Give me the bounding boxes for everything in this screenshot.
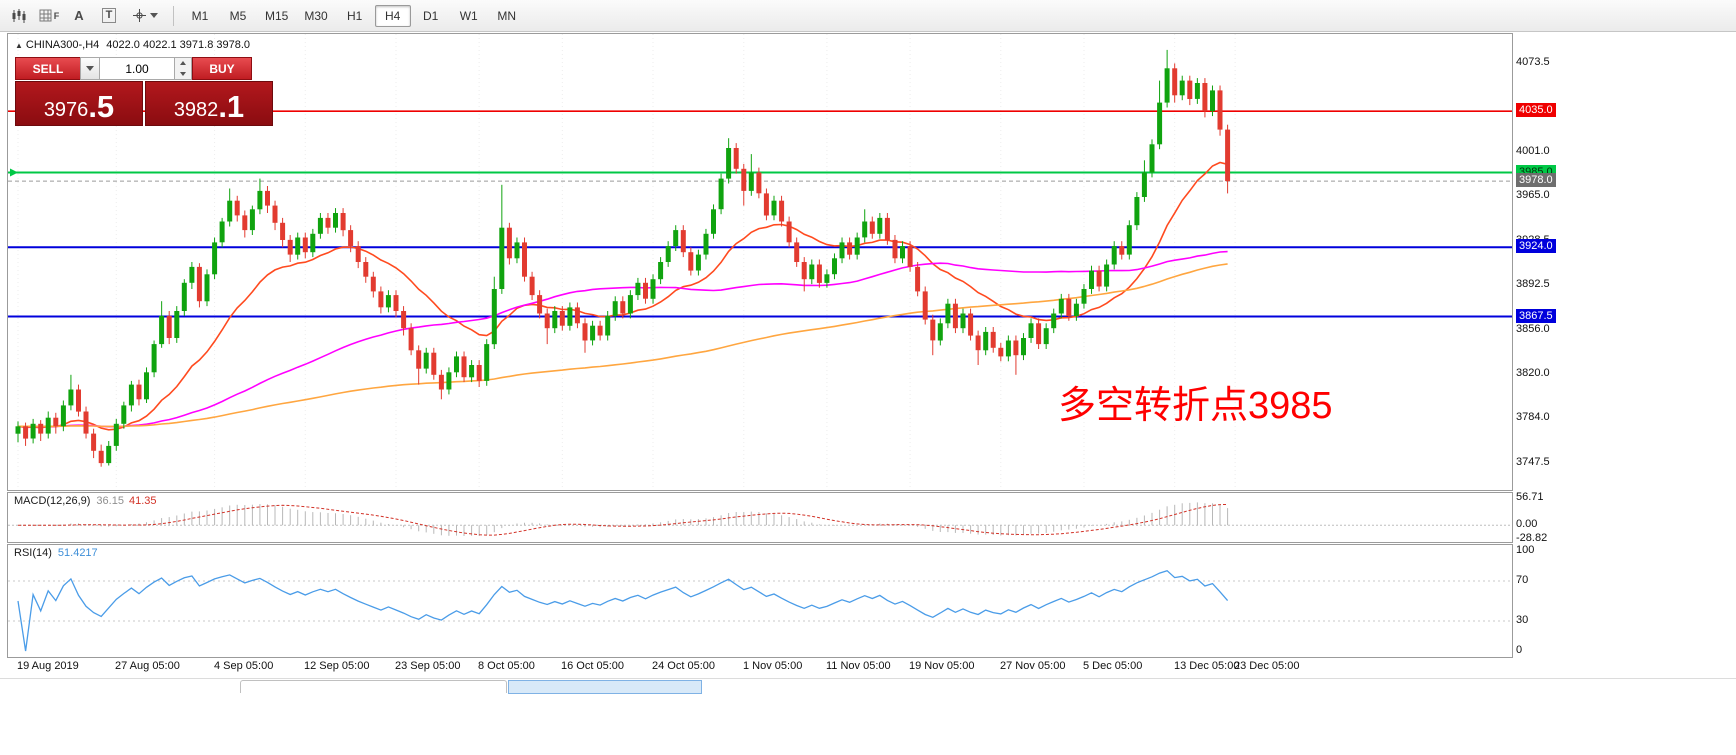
volume-spinner: [175, 57, 192, 80]
price-tick: 3892.5: [1516, 278, 1550, 290]
top-toolbar: F A T M1 M5 M15 M30 H1 H4 D1 W1 MN: [0, 0, 1736, 32]
grid-button[interactable]: F: [35, 3, 63, 29]
price-tick: 4001.0: [1516, 145, 1550, 157]
buy-price-display[interactable]: 3982.1: [145, 81, 273, 126]
font-a-icon: A: [74, 8, 84, 23]
symbol-ohlc: 4022.0 4022.1 3971.8 3978.0: [106, 39, 251, 51]
macd-canvas[interactable]: [8, 493, 1512, 542]
chart-tab[interactable]: [240, 680, 507, 693]
price-tick: 3784.0: [1516, 411, 1550, 423]
symbol-marker-icon: ▲: [15, 41, 23, 50]
chevron-down-icon: [150, 13, 158, 18]
time-label: 11 Nov 05:00: [826, 660, 891, 672]
macd-tick: 56.71: [1516, 491, 1544, 503]
symbol-info-line: ▲ CHINA300-,H4 4022.0 4022.1 3971.8 3978.0: [15, 39, 250, 51]
time-label: 27 Aug 05:00: [115, 660, 180, 672]
crosshair-tool-button[interactable]: [125, 3, 165, 29]
sell-price-pips: .5: [88, 89, 115, 125]
timeframe-mn[interactable]: MN: [497, 8, 517, 23]
font-tool-button[interactable]: A: [65, 3, 93, 29]
price-tick: 3747.5: [1516, 456, 1550, 468]
macd-signal-value: 41.35: [128, 495, 157, 507]
price-badge: 4035.0: [1516, 103, 1556, 117]
timeframe-m1[interactable]: M1: [191, 8, 209, 23]
rsi-title: RSI(14): [14, 547, 52, 559]
time-label: 24 Oct 05:00: [652, 660, 715, 672]
time-label: 1 Nov 05:00: [743, 660, 803, 672]
volume-input[interactable]: [100, 57, 175, 80]
price-tick: 3820.0: [1516, 367, 1550, 379]
rsi-tick: 70: [1516, 574, 1529, 586]
main-chart-panel: ▲ CHINA300-,H4 4022.0 4022.1 3971.8 3978.0…: [7, 33, 1513, 491]
price-badge: 3924.0: [1516, 239, 1556, 253]
buy-button[interactable]: BUY: [192, 57, 252, 80]
timeframe-m5[interactable]: M5: [229, 8, 247, 23]
volume-up-button[interactable]: [175, 58, 191, 69]
price-tick: 3856.0: [1516, 323, 1550, 335]
macd-panel: MACD(12,26,9) 36.15 41.35: [7, 492, 1513, 543]
time-label: 5 Dec 05:00: [1083, 660, 1143, 672]
time-label: 23 Sep 05:00: [395, 660, 461, 672]
price-axis[interactable]: 4073.54001.03965.03928.53892.53856.03820…: [1516, 0, 1606, 700]
time-label: 8 Oct 05:00: [478, 660, 535, 672]
macd-label: MACD(12,26,9) 36.15 41.35: [14, 495, 156, 507]
rsi-tick: 0: [1516, 644, 1523, 656]
macd-main-value: 36.15: [96, 495, 124, 507]
buy-price-main: 3982: [173, 99, 219, 121]
time-label: 16 Oct 05:00: [561, 660, 624, 672]
timeframe-d1[interactable]: D1: [423, 8, 439, 23]
symbol-name: CHINA300-,H4: [25, 39, 100, 51]
volume-down-button[interactable]: [175, 69, 191, 80]
grid-f-label: F: [53, 10, 60, 21]
rsi-label: RSI(14) 51.4217: [14, 547, 98, 559]
buy-price-pips: .1: [218, 89, 245, 125]
timeframe-m15[interactable]: M15: [265, 8, 289, 23]
chart-text-annotation[interactable]: 多空转折点3985: [1058, 385, 1333, 427]
text-t-icon: T: [101, 8, 117, 23]
timeframe-m30[interactable]: M30: [304, 8, 328, 23]
price-tick: 4073.5: [1516, 56, 1550, 68]
volume-dropdown-button[interactable]: [80, 57, 100, 80]
arrow-down-icon: [180, 71, 186, 76]
timeframe-h1[interactable]: H1: [347, 8, 363, 23]
toolbar-separator: [173, 5, 174, 26]
macd-tick: 0.00: [1516, 518, 1538, 530]
rsi-panel: RSI(14) 51.4217: [7, 544, 1513, 658]
rsi-tick: 30: [1516, 614, 1529, 626]
timeframe-group: M1 M5 M15 M30 H1 H4 D1 W1 MN: [181, 4, 526, 27]
macd-tick: -28.82: [1516, 532, 1548, 544]
rsi-canvas[interactable]: [8, 545, 1512, 657]
time-label: 19 Nov 05:00: [909, 660, 975, 672]
chart-tab-strip: [0, 678, 1736, 694]
candlestick-chart-icon: [12, 8, 25, 23]
time-label: 23 Dec 05:00: [1234, 660, 1300, 672]
price-badge: 3867.5: [1516, 309, 1556, 323]
grid-icon: [39, 9, 52, 21]
time-axis[interactable]: 19 Aug 2019 27 Aug 05:00 4 Sep 05:00 12 Sep…: [7, 660, 1513, 676]
sell-price-display[interactable]: 3976.5: [15, 81, 143, 126]
rsi-value: 51.4217: [57, 547, 98, 559]
chart-type-button[interactable]: [5, 3, 33, 29]
crosshair-icon: [133, 9, 146, 22]
price-tick: 3965.0: [1516, 189, 1550, 201]
rsi-tick: 100: [1516, 544, 1535, 556]
timeframe-w1[interactable]: W1: [459, 8, 478, 23]
time-label: 13 Dec 05:00: [1174, 660, 1240, 672]
sell-button[interactable]: SELL: [15, 57, 80, 80]
timeframe-h4[interactable]: H4: [374, 4, 411, 27]
time-label: 27 Nov 05:00: [1000, 660, 1066, 672]
chart-tab-active[interactable]: [508, 680, 702, 694]
arrow-up-icon: [180, 61, 186, 66]
sell-price-main: 3976: [43, 99, 89, 121]
time-label: 4 Sep 05:00: [214, 660, 274, 672]
one-click-trade-widget: SELL BUY 3976.5 3982.1: [15, 57, 273, 126]
chevron-down-icon: [86, 66, 94, 71]
price-badge: 3978.0: [1516, 173, 1556, 187]
text-tool-button[interactable]: T: [95, 3, 123, 29]
time-label: 19 Aug 2019: [17, 660, 79, 672]
time-label: 12 Sep 05:00: [304, 660, 370, 672]
macd-title: MACD(12,26,9): [14, 495, 91, 507]
